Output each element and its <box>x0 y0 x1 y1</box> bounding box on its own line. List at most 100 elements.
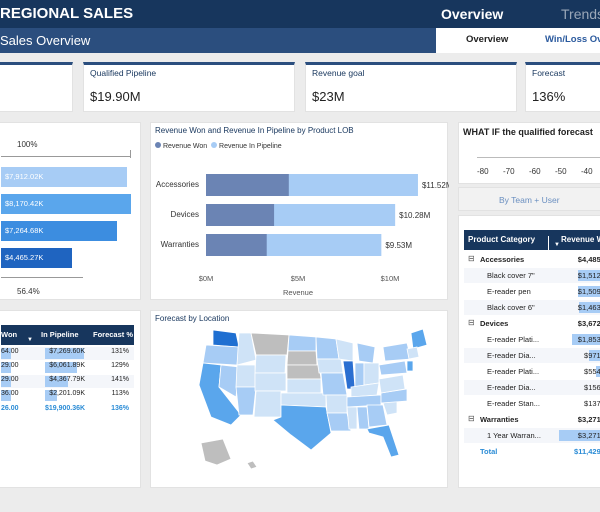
funnel-bar[interactable]: $7,912.02K <box>1 167 127 187</box>
state-la[interactable] <box>326 412 352 432</box>
sort-icon[interactable]: ▼ <box>554 242 560 248</box>
by-team-user-button[interactable]: By Team + User <box>458 187 600 211</box>
group-row[interactable]: ⊟ Accessories $4,485.1 <box>464 252 600 267</box>
table-row[interactable]: 29.00 $6,061.89K 129% <box>1 361 134 374</box>
col-header-forecast[interactable]: Forecast % <box>93 330 134 339</box>
state-wa[interactable] <box>212 329 240 348</box>
row-label: Total <box>480 447 498 456</box>
state-ny[interactable] <box>382 342 412 362</box>
cell-won: 64.00 <box>1 348 19 355</box>
state-oh[interactable] <box>363 362 380 386</box>
whatif-slider-track[interactable] <box>477 157 600 158</box>
state-az[interactable] <box>235 386 257 416</box>
collapse-icon[interactable]: ⊟ <box>468 318 475 327</box>
state-ms[interactable] <box>346 406 358 430</box>
collapse-icon[interactable]: ⊟ <box>468 254 475 263</box>
cell-forecast: 141% <box>111 376 129 383</box>
state-wy[interactable] <box>254 354 287 374</box>
state-ia[interactable] <box>316 358 344 374</box>
product-row[interactable]: E-reader Plati... $1,853.6 <box>464 332 600 347</box>
state-mn[interactable] <box>315 336 340 360</box>
map-card: Forecast by Location <box>150 310 448 488</box>
row-value: $11,429.8 <box>574 447 600 456</box>
x-axis-label: Revenue <box>283 288 313 297</box>
cell-won: 29.00 <box>1 376 19 383</box>
state-pa[interactable] <box>378 360 408 376</box>
product-table-card: Product Category Revenue W ▼ ⊟ Accessorie… <box>458 215 600 488</box>
row-label: Devices <box>480 319 509 328</box>
state-ar[interactable] <box>325 394 348 414</box>
product-row[interactable]: E-reader Dia... $156.5 <box>464 380 600 395</box>
product-row[interactable]: Black cover 7" $1,512.8 <box>464 268 600 283</box>
bar-won[interactable] <box>206 174 289 196</box>
row-value: $1,463.8 <box>577 303 600 312</box>
state-co[interactable] <box>254 372 287 392</box>
state-fl[interactable] <box>366 424 400 458</box>
product-row[interactable]: E-reader Stan... $137.4 <box>464 396 600 411</box>
total-forecast: 136% <box>111 405 129 412</box>
sort-icon[interactable]: ▼ <box>27 337 33 343</box>
state-ak[interactable] <box>200 438 232 466</box>
col-header-won[interactable]: Won <box>1 330 18 339</box>
cell-pipeline: $6,061.89K <box>49 362 85 369</box>
total-row[interactable]: Total $11,429.8 <box>464 444 600 459</box>
row-value: $1,512.8 <box>577 271 600 280</box>
state-ut[interactable] <box>235 364 256 388</box>
table-row[interactable]: 29.00 $4,367.79K 141% <box>1 375 134 388</box>
group-row[interactable]: ⊟ Devices $3,672.9 <box>464 316 600 331</box>
state-nv[interactable] <box>218 364 240 398</box>
us-map[interactable] <box>161 325 441 485</box>
funnel-bar[interactable]: $4,465.27K <box>1 248 72 268</box>
state-nd[interactable] <box>287 334 317 352</box>
state-nm[interactable] <box>253 390 282 418</box>
state-mi[interactable] <box>356 342 376 364</box>
table-row[interactable]: 64.00 $7,269.60K 131% <box>1 347 134 360</box>
state-wi[interactable] <box>335 338 354 362</box>
funnel-bar[interactable]: $8,170.42K <box>1 194 131 214</box>
whatif-tick: -50 <box>555 167 567 176</box>
table-row[interactable]: 36.00 $2,201.09K 113% <box>1 389 134 402</box>
row-label: E-reader Plati... <box>487 335 540 344</box>
won-fill <box>1 348 11 359</box>
nav-trends[interactable]: Trends <box>561 6 600 22</box>
revenue-fill <box>579 302 600 313</box>
nav-overview[interactable]: Overview <box>441 6 504 22</box>
col-divider <box>548 236 549 250</box>
state-sc[interactable] <box>382 400 398 416</box>
bar-won[interactable] <box>206 204 275 226</box>
row-value: $1,509.2 <box>577 287 600 296</box>
bar-won[interactable] <box>206 234 267 256</box>
group-row[interactable]: ⊟ Warranties $3,271.6 <box>464 412 600 427</box>
state-hi[interactable] <box>246 460 258 470</box>
state-mo[interactable] <box>320 372 348 396</box>
state-mt[interactable] <box>250 332 290 356</box>
state-or[interactable] <box>202 344 240 366</box>
product-row[interactable]: E-reader Dia... $971.1 <box>464 348 600 363</box>
product-row[interactable]: 1 Year Warran... $3,271.6 <box>464 428 600 443</box>
row-label: E-reader Dia... <box>487 351 536 360</box>
state-nj[interactable] <box>406 360 414 372</box>
page-title: Sales Overview <box>0 33 91 48</box>
col-header-category[interactable]: Product Category <box>468 235 536 244</box>
state-ks[interactable] <box>286 378 322 394</box>
product-row[interactable]: E-reader Plati... $554.2 <box>464 364 600 379</box>
state-me[interactable] <box>410 328 428 350</box>
state-in[interactable] <box>354 362 365 388</box>
revenue-fill <box>596 366 600 377</box>
state-new-england[interactable] <box>406 346 420 360</box>
x-tick-label: $0M <box>199 274 214 283</box>
funnel-bar[interactable]: $7,264.68K <box>1 221 117 241</box>
state-tx[interactable] <box>272 404 332 451</box>
state-ga[interactable] <box>366 404 388 428</box>
collapse-icon[interactable]: ⊟ <box>468 414 475 423</box>
product-row[interactable]: Black cover 6" $1,463.8 <box>464 300 600 315</box>
state-sd[interactable] <box>286 350 318 366</box>
tab-winloss[interactable]: Win/Loss Ov <box>545 34 600 45</box>
state-va[interactable] <box>378 374 406 394</box>
state-ne[interactable] <box>286 364 322 380</box>
top-bar: REGIONAL SALES Overview Trends <box>0 0 600 28</box>
col-header-pipeline[interactable]: In Pipeline <box>41 330 79 339</box>
tab-overview[interactable]: Overview <box>466 34 509 45</box>
col-header-revenue[interactable]: Revenue W <box>561 235 600 244</box>
product-row[interactable]: E-reader pen $1,509.2 <box>464 284 600 299</box>
